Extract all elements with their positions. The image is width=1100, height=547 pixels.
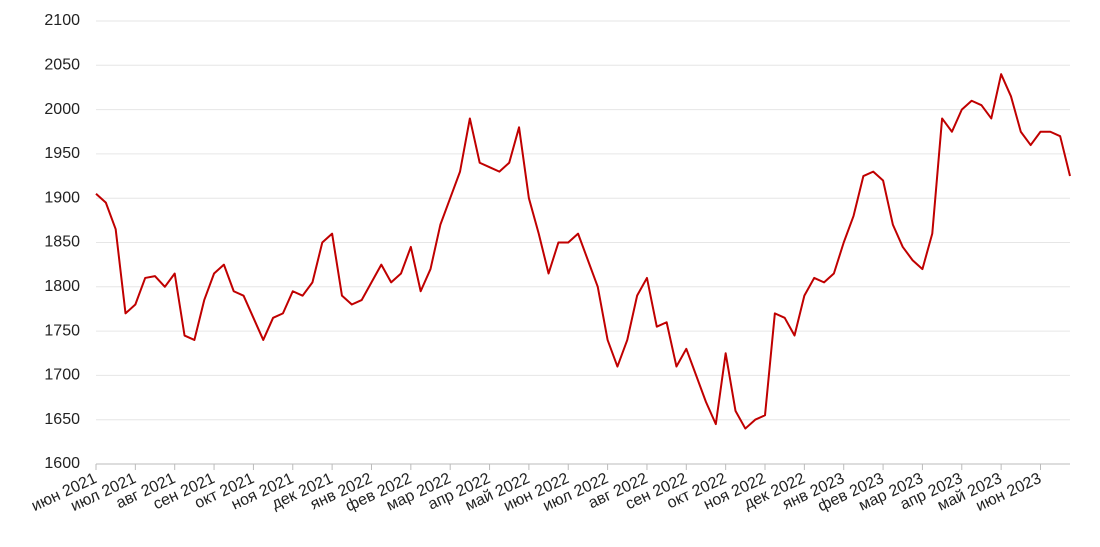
y-tick-label: 2050 xyxy=(44,57,80,74)
y-tick-label: 2000 xyxy=(44,101,80,118)
y-tick-label: 1800 xyxy=(44,278,80,295)
y-tick-label: 1600 xyxy=(44,455,80,472)
y-tick-label: 1750 xyxy=(44,322,80,339)
y-tick-label: 2100 xyxy=(44,12,80,29)
y-tick-label: 1950 xyxy=(44,145,80,162)
y-tick-label: 1900 xyxy=(44,189,80,206)
y-tick-label: 1650 xyxy=(44,411,80,428)
y-tick-label: 1700 xyxy=(44,367,80,384)
price-line xyxy=(95,73,1071,430)
y-tick-label: 1850 xyxy=(44,234,80,251)
